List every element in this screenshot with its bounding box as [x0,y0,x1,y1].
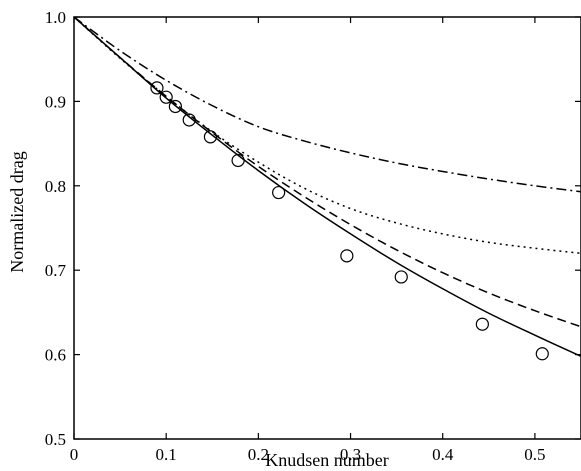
series-line-dashed [73,16,581,328]
plot-area [73,16,581,361]
y-tick-label: 1.0 [45,8,66,27]
x-tick-label: 0.2 [248,445,269,464]
x-tick-label: 0.5 [524,445,545,464]
data-point-circle [340,249,354,263]
data-point-circle [394,270,408,284]
series-line-solid [73,16,581,357]
plot-frame [73,16,581,440]
x-tick-label: 0.3 [340,445,361,464]
y-tick-label: 0.9 [45,92,66,111]
axes: 0 0.1 0.2 0.3 0.4 0.5 0.5 0.6 0.7 0.8 0.9 1.0 [45,8,581,464]
y-tick-label: 0.7 [45,261,67,280]
y-axis-title: Normalized drag [7,151,27,272]
data-point-circle [150,81,164,95]
data-point-circle [231,153,245,168]
y-tick-label: 0.5 [45,430,66,449]
data-point-circle [203,130,218,144]
series-line-dotted [73,16,581,255]
y-tick-label: 0.8 [45,177,66,196]
data-point-circle [535,347,549,361]
x-tick-label: 0 [70,445,79,464]
y-tick-label: 0.6 [45,346,66,365]
data-point-circle [475,317,489,331]
x-tick-label: 0.1 [156,445,177,464]
data-point-circle [272,185,286,200]
data-point-circle [168,99,182,114]
data-point-circle [159,90,173,104]
series-line-dash-dot [73,16,581,193]
data-point-circle [182,113,196,127]
x-tick-label: 0.4 [432,445,454,464]
x-axis-title: Knudsen number [265,450,388,470]
